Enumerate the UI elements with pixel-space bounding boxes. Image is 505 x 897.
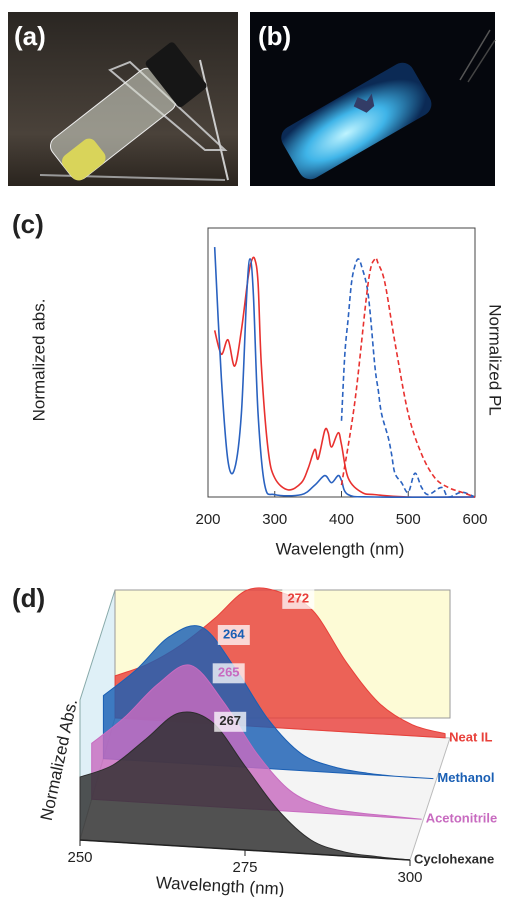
peak-label: 267 <box>219 713 241 728</box>
vial-liquid <box>62 138 106 181</box>
spectrum-area <box>79 711 411 861</box>
x-axis <box>79 839 411 861</box>
panel-label: (a) <box>14 21 46 51</box>
x-axis-label: Wavelength (nm) <box>155 873 285 897</box>
peak-label-box <box>214 711 247 732</box>
vial-cap <box>145 42 207 108</box>
series-label: Methanol <box>437 770 494 785</box>
panel-label: (b) <box>258 21 291 51</box>
line-series <box>213 256 476 498</box>
vial-glow <box>281 62 432 180</box>
photo-a: (a) <box>8 12 238 186</box>
photo-b: (b) <box>250 12 496 186</box>
peak-label: 265 <box>218 665 240 680</box>
vial <box>50 42 207 181</box>
y2-axis-label: Normalized PL <box>486 304 505 416</box>
x-tick-label: 275 <box>232 859 257 876</box>
x-tick-label: 200 <box>195 511 220 528</box>
peak-label-box <box>282 588 315 609</box>
line-series <box>213 247 476 498</box>
line-series <box>340 256 476 498</box>
x-tick-label: 250 <box>67 849 92 866</box>
x-tick-label: 400 <box>329 511 354 528</box>
peak-label: 272 <box>287 590 309 605</box>
panel-label: (c) <box>12 209 44 239</box>
y-axis-label: Normalized abs. <box>29 299 48 422</box>
x-axis-label: Wavelength (nm) <box>276 539 405 558</box>
background-object <box>467 39 496 83</box>
vial <box>281 62 432 180</box>
panel-label: (d) <box>12 583 45 613</box>
wire-stand <box>108 60 228 151</box>
x-tick-label: 300 <box>262 511 287 528</box>
line-series <box>340 258 476 498</box>
series-label: Neat IL <box>449 729 492 744</box>
peak-label-box <box>212 663 245 684</box>
vial-crystal <box>353 93 375 113</box>
x-tick-label: 500 <box>396 511 421 528</box>
series-label: Cyclohexane <box>414 851 494 866</box>
x-tick-label: 600 <box>462 511 487 528</box>
background-object <box>459 29 491 81</box>
wire-stand <box>199 59 229 181</box>
x-tick-label: 300 <box>397 869 422 886</box>
peak-label-box <box>217 625 250 645</box>
peak-label: 264 <box>223 626 245 641</box>
series-label: Acetonitrile <box>426 811 498 826</box>
y-axis-label: Normalized Abs. <box>37 697 81 822</box>
